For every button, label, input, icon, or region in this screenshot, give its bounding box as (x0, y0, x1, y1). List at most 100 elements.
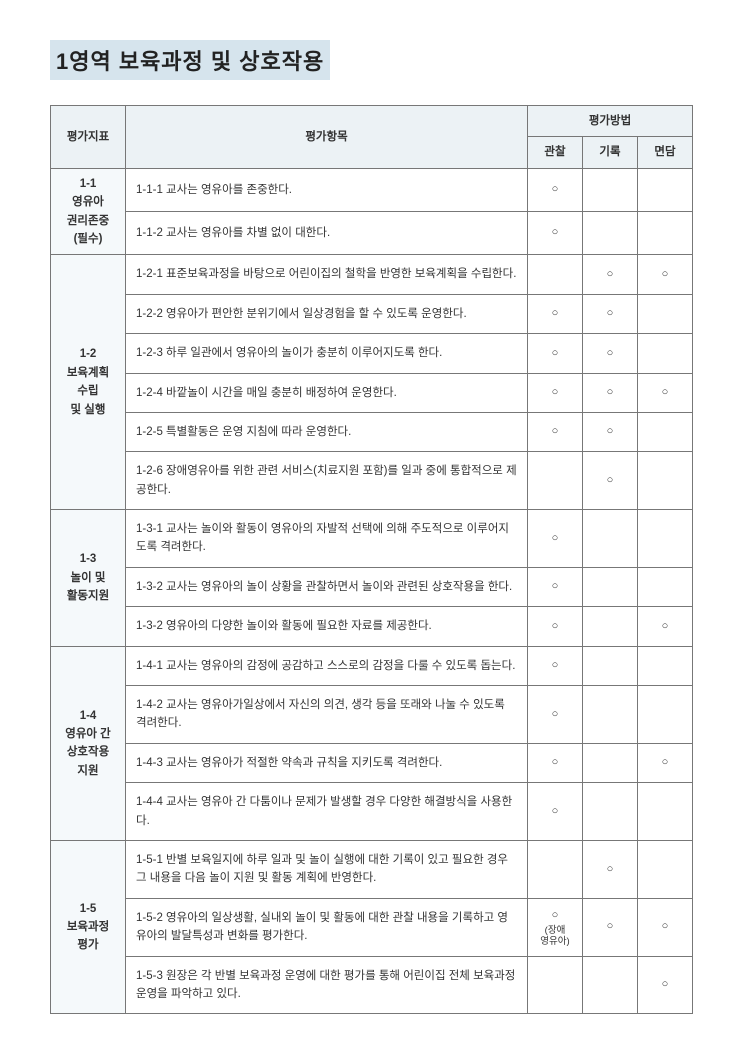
item-cell: 1-2-3 하루 일관에서 영유아의 놀이가 충분히 이루어지도록 한다. (126, 334, 528, 373)
table-row: 1-3-2 교사는 영유아의 놀이 상황을 관찰하면서 놀이와 관련된 상호작용… (51, 567, 693, 606)
item-cell: 1-5-1 반별 보육일지에 하루 일과 및 놀이 실행에 대한 기록이 있고 … (126, 840, 528, 898)
table-row: 1-3-2 영유아의 다양한 놀이와 활동에 필요한 자료를 제공한다.○○ (51, 607, 693, 646)
th-methods: 평가방법 (528, 106, 693, 137)
obs-mark (528, 452, 583, 510)
intv-mark (638, 840, 693, 898)
table-row: 1-2-6 장애영유아를 위한 관련 서비스(치료지원 포함)를 일과 중에 통… (51, 452, 693, 510)
indicator-cell: 1-5 보육과정 평가 (51, 840, 126, 1013)
th-obs: 관찰 (528, 137, 583, 168)
table-row: 1-4-2 교사는 영유아가일상에서 자신의 의견, 생각 등을 또래와 나눌 … (51, 686, 693, 744)
intv-mark (638, 412, 693, 451)
obs-mark: ○ (528, 373, 583, 412)
item-cell: 1-1-2 교사는 영유아를 차별 없이 대한다. (126, 212, 528, 255)
rec-mark: ○ (583, 373, 638, 412)
rec-mark (583, 956, 638, 1014)
rec-mark (583, 567, 638, 606)
item-cell: 1-4-1 교사는 영유아의 감정에 공감하고 스스로의 감정을 다룰 수 있도… (126, 646, 528, 685)
th-rec: 기록 (583, 137, 638, 168)
obs-mark (528, 956, 583, 1014)
obs-mark: ○ (528, 168, 583, 211)
rec-mark (583, 646, 638, 685)
rec-mark (583, 212, 638, 255)
item-cell: 1-3-1 교사는 놀이와 활동이 영유아의 자발적 선택에 의해 주도적으로 … (126, 510, 528, 568)
table-row: 1-3 놀이 및 활동지원1-3-1 교사는 놀이와 활동이 영유아의 자발적 … (51, 510, 693, 568)
obs-mark: ○ (528, 783, 583, 841)
table-row: 1-4 영유아 간 상호작용 지원1-4-1 교사는 영유아의 감정에 공감하고… (51, 646, 693, 685)
intv-mark: ○ (638, 743, 693, 782)
item-cell: 1-2-1 표준보육과정을 바탕으로 어린이집의 철학을 반영한 보육계획을 수… (126, 255, 528, 294)
table-row: 1-4-4 교사는 영유아 간 다툼이나 문제가 발생할 경우 다양한 해결방식… (51, 783, 693, 841)
intv-mark (638, 686, 693, 744)
obs-mark: ○ (528, 334, 583, 373)
indicator-cell: 1-2 보육계획 수립 및 실행 (51, 255, 126, 510)
evaluation-table: 평가지표 평가항목 평가방법 관찰 기록 면담 1-1 영유아 권리존중 (필수… (50, 105, 693, 1014)
rec-mark: ○ (583, 452, 638, 510)
obs-mark: ○ (528, 607, 583, 646)
table-row: 1-2-5 특별활동은 운영 지침에 따라 운영한다.○○ (51, 412, 693, 451)
th-item: 평가항목 (126, 106, 528, 169)
item-cell: 1-1-1 교사는 영유아를 존중한다. (126, 168, 528, 211)
th-indicator: 평가지표 (51, 106, 126, 169)
rec-mark: ○ (583, 294, 638, 333)
rec-mark: ○ (583, 898, 638, 956)
intv-mark (638, 452, 693, 510)
obs-mark: ○ (528, 567, 583, 606)
intv-mark (638, 294, 693, 333)
intv-mark (638, 168, 693, 211)
obs-mark (528, 255, 583, 294)
table-row: 1-2-2 영유아가 편안한 분위기에서 일상경험을 할 수 있도록 운영한다.… (51, 294, 693, 333)
table-row: 1-2-3 하루 일관에서 영유아의 놀이가 충분히 이루어지도록 한다.○○ (51, 334, 693, 373)
item-cell: 1-4-4 교사는 영유아 간 다툼이나 문제가 발생할 경우 다양한 해결방식… (126, 783, 528, 841)
intv-mark (638, 510, 693, 568)
rec-mark (583, 783, 638, 841)
item-cell: 1-3-2 교사는 영유아의 놀이 상황을 관찰하면서 놀이와 관련된 상호작용… (126, 567, 528, 606)
obs-mark: ○ (528, 412, 583, 451)
obs-mark: ○ (528, 743, 583, 782)
intv-mark (638, 334, 693, 373)
rec-mark (583, 743, 638, 782)
item-cell: 1-2-5 특별활동은 운영 지침에 따라 운영한다. (126, 412, 528, 451)
intv-mark: ○ (638, 956, 693, 1014)
item-cell: 1-4-3 교사는 영유아가 적절한 약속과 규칙을 지키도록 격려한다. (126, 743, 528, 782)
obs-mark: ○ (528, 510, 583, 568)
table-row: 1-5-2 영유아의 일상생활, 실내외 놀이 및 활동에 대한 관찰 내용을 … (51, 898, 693, 956)
rec-mark (583, 607, 638, 646)
item-cell: 1-4-2 교사는 영유아가일상에서 자신의 의견, 생각 등을 또래와 나눌 … (126, 686, 528, 744)
intv-mark (638, 783, 693, 841)
item-cell: 1-2-6 장애영유아를 위한 관련 서비스(치료지원 포함)를 일과 중에 통… (126, 452, 528, 510)
table-row: 1-5 보육과정 평가1-5-1 반별 보육일지에 하루 일과 및 놀이 실행에… (51, 840, 693, 898)
item-cell: 1-3-2 영유아의 다양한 놀이와 활동에 필요한 자료를 제공한다. (126, 607, 528, 646)
intv-mark (638, 567, 693, 606)
item-cell: 1-5-2 영유아의 일상생활, 실내외 놀이 및 활동에 대한 관찰 내용을 … (126, 898, 528, 956)
indicator-cell: 1-3 놀이 및 활동지원 (51, 510, 126, 647)
intv-mark: ○ (638, 607, 693, 646)
table-row: 1-4-3 교사는 영유아가 적절한 약속과 규칙을 지키도록 격려한다.○○ (51, 743, 693, 782)
intv-mark: ○ (638, 255, 693, 294)
intv-mark: ○ (638, 898, 693, 956)
table-row: 1-2-4 바깥놀이 시간을 매일 충분히 배정하여 운영한다.○○○ (51, 373, 693, 412)
rec-mark: ○ (583, 255, 638, 294)
intv-mark (638, 646, 693, 685)
rec-mark (583, 510, 638, 568)
item-cell: 1-5-3 원장은 각 반별 보육과정 운영에 대한 평가를 통해 어린이집 전… (126, 956, 528, 1014)
table-row: 1-1 영유아 권리존중 (필수)1-1-1 교사는 영유아를 존중한다.○ (51, 168, 693, 211)
obs-mark: ○ (528, 294, 583, 333)
intv-mark (638, 212, 693, 255)
rec-mark: ○ (583, 840, 638, 898)
rec-mark (583, 168, 638, 211)
rec-mark: ○ (583, 412, 638, 451)
table-row: 1-1-2 교사는 영유아를 차별 없이 대한다.○ (51, 212, 693, 255)
obs-mark (528, 840, 583, 898)
indicator-cell: 1-4 영유아 간 상호작용 지원 (51, 646, 126, 840)
rec-mark: ○ (583, 334, 638, 373)
obs-mark: ○(장애 영유아) (528, 898, 583, 956)
obs-mark: ○ (528, 686, 583, 744)
page-title: 1영역 보육과정 및 상호작용 (50, 40, 330, 80)
obs-mark: ○ (528, 212, 583, 255)
intv-mark: ○ (638, 373, 693, 412)
table-row: 1-2 보육계획 수립 및 실행1-2-1 표준보육과정을 바탕으로 어린이집의… (51, 255, 693, 294)
item-cell: 1-2-4 바깥놀이 시간을 매일 충분히 배정하여 운영한다. (126, 373, 528, 412)
th-intv: 면담 (638, 137, 693, 168)
indicator-cell: 1-1 영유아 권리존중 (필수) (51, 168, 126, 255)
item-cell: 1-2-2 영유아가 편안한 분위기에서 일상경험을 할 수 있도록 운영한다. (126, 294, 528, 333)
